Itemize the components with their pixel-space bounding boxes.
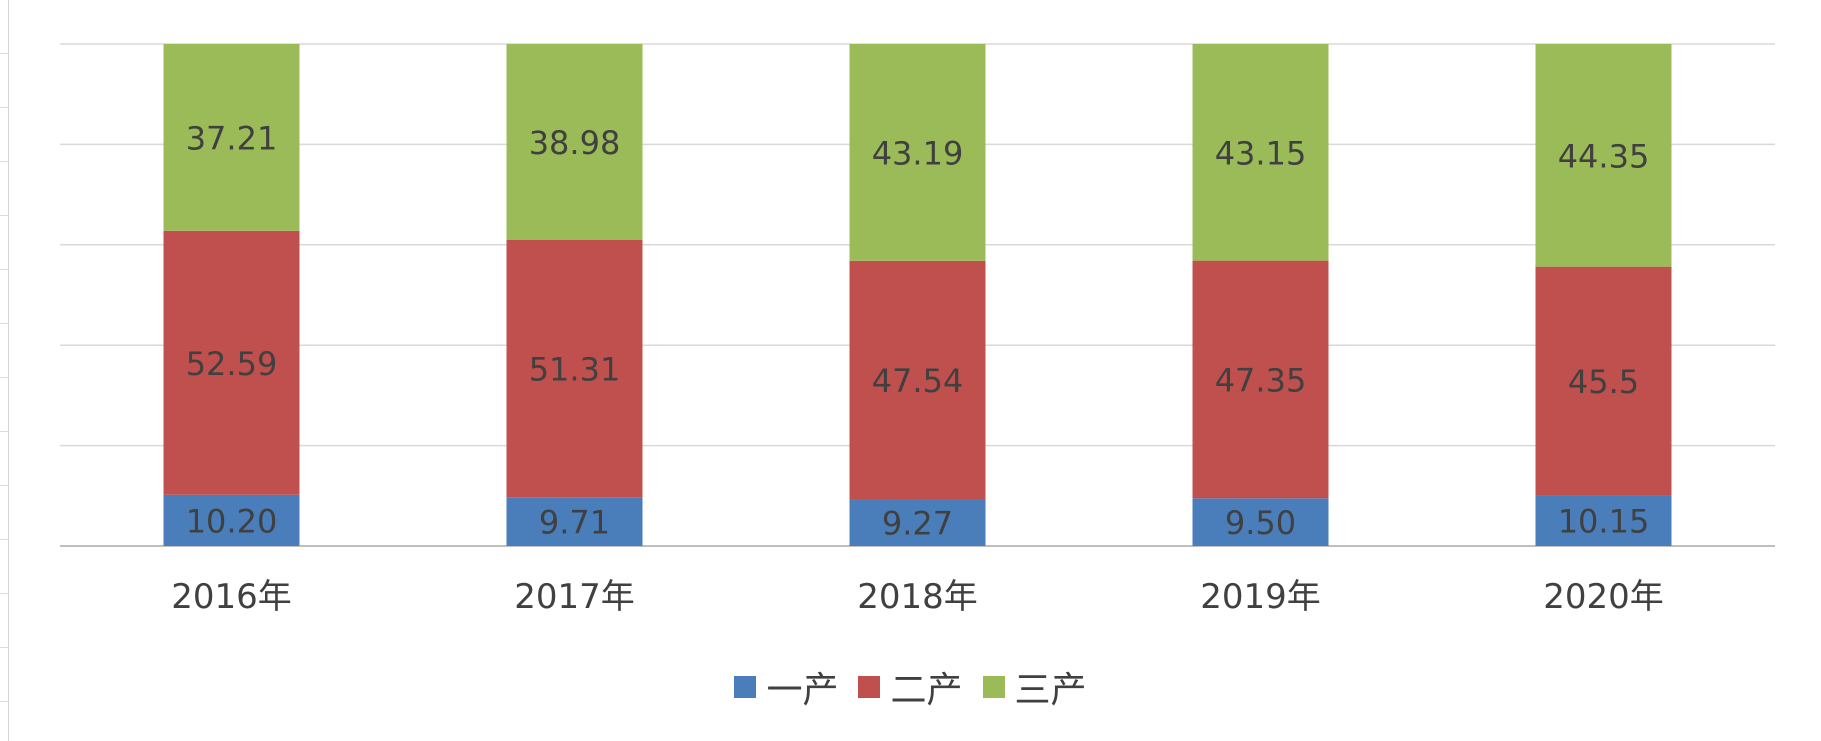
- data-label: 51.31: [529, 350, 621, 388]
- data-label: 9.50: [1225, 504, 1296, 542]
- bar-segment: [849, 499, 986, 546]
- data-label: 43.19: [872, 134, 964, 172]
- bar-segment: [163, 494, 300, 546]
- legend-item: 二产: [858, 661, 963, 713]
- bar-segment: [1192, 260, 1329, 499]
- x-tick-label: 2018年: [857, 577, 978, 617]
- data-label: 47.35: [1215, 361, 1307, 399]
- data-label: 10.15: [1558, 503, 1650, 541]
- data-label: 37.21: [186, 119, 278, 157]
- bar-segment: [506, 239, 643, 498]
- x-tick-label: 2016年: [171, 577, 292, 617]
- legend-item: 三产: [982, 661, 1087, 713]
- bar-segment: [1535, 266, 1672, 496]
- bar-segment: [1535, 44, 1672, 267]
- x-tick-label: 2017年: [514, 577, 635, 617]
- bar-segment: [506, 497, 643, 546]
- bars: [163, 44, 1672, 546]
- bar-segment: [1535, 495, 1672, 546]
- bar-segment: [849, 44, 986, 261]
- bar-segment: [1192, 44, 1329, 261]
- data-label: 43.15: [1215, 134, 1307, 172]
- data-label: 47.54: [872, 362, 964, 400]
- data-label: 52.59: [186, 345, 278, 383]
- x-axis: 2016年 2017年 2018年 2019年 2020年: [171, 577, 1664, 617]
- legend-label: 三产: [1014, 670, 1087, 711]
- data-label: 44.35: [1558, 137, 1650, 175]
- x-tick-label: 2020年: [1543, 577, 1664, 617]
- bar-segment: [163, 230, 300, 495]
- data-labels: 10.20 52.59 37.21 9.71 51.31 38.98 9.27 47.54 43…: [186, 119, 1650, 542]
- bar-segment: [849, 260, 986, 500]
- data-label: 9.71: [539, 504, 610, 542]
- bar-segment: [163, 44, 300, 231]
- legend-swatch: [734, 676, 757, 698]
- legend: 一产 二产 三产: [0, 661, 1821, 713]
- legend-label: 一产: [766, 670, 839, 711]
- x-tick-label: 2019年: [1200, 577, 1321, 617]
- data-label: 38.98: [529, 124, 621, 162]
- bar-segment: [1192, 498, 1329, 546]
- legend-swatch: [858, 676, 881, 698]
- legend-swatch: [982, 676, 1005, 698]
- legend-label: 二产: [890, 670, 963, 711]
- data-label: 45.5: [1568, 363, 1639, 401]
- data-label: 9.27: [882, 505, 953, 543]
- bar-segment: [506, 44, 643, 240]
- data-label: 10.20: [186, 502, 278, 540]
- legend-item: 一产: [734, 661, 838, 713]
- spreadsheet-frame-edge: [0, 0, 9, 741]
